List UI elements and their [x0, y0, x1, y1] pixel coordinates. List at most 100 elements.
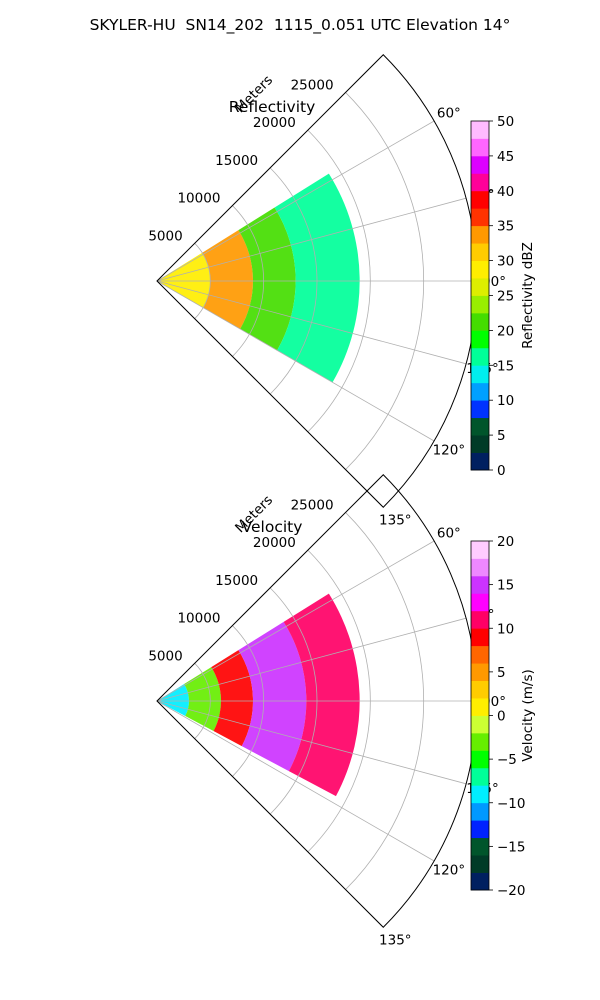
colorbar-segment: [471, 330, 489, 349]
colorbar-segment: [471, 558, 489, 577]
colorbar-segment: [471, 312, 489, 331]
colorbar-tick-label: −5: [497, 752, 517, 768]
colorbar-segment: [471, 452, 489, 471]
colorbar-segment: [471, 435, 489, 453]
colorbar-segment: [471, 260, 489, 279]
angle-tick-label: 120°: [433, 443, 466, 459]
colorbar-segment: [471, 872, 489, 891]
data-ring: [157, 684, 189, 717]
radial-tick-label: 5000: [148, 648, 182, 664]
colorbar-segment: [471, 138, 489, 157]
colorbar-segment: [471, 243, 489, 261]
colorbar-segment: [471, 680, 489, 699]
colorbar-tick-label: 0: [497, 709, 506, 725]
colorbar-segment: [471, 295, 489, 314]
colorbar-tick-label: −10: [497, 796, 526, 812]
colorbar-tick-label: 10: [497, 393, 514, 409]
colorbar-segment: [471, 645, 489, 664]
radial-tick-label: 25000: [291, 77, 334, 93]
angle-tick-label: 60°: [437, 106, 461, 122]
colorbar-segment: [471, 400, 489, 419]
colorbar-tick-label: −20: [497, 883, 526, 899]
colorbar-tick-label: 40: [497, 184, 514, 200]
colorbar-tick-label: 0: [497, 463, 506, 479]
grid-spoke: [156, 540, 435, 702]
grid-spoke: [156, 197, 467, 282]
colorbar-segment: [471, 382, 489, 401]
radial-tick-label: 15000: [215, 153, 258, 169]
colorbar-segment: [471, 767, 489, 786]
colorbar-tick-label: 30: [497, 254, 514, 270]
radial-tick-label: 5000: [148, 228, 182, 244]
colorbar-tick-label: 5: [497, 665, 506, 681]
colorbar-tick-label: 15: [497, 358, 514, 374]
data-ring: [202, 230, 254, 329]
grid-spoke: [156, 700, 435, 862]
colorbar-segment: [471, 173, 489, 192]
radial-tick-label: 15000: [215, 573, 258, 589]
colorbar-segment: [471, 541, 489, 559]
data-ring: [157, 252, 211, 308]
grid-spoke: [156, 617, 467, 702]
colorbar-tick-label: 50: [497, 114, 514, 130]
figure-title: SKYLER-HU SN14_202 1115_0.051 UTC Elevat…: [89, 16, 511, 34]
radar-panel-reflectivity: 60°75°90°105°120°135°5000100001500020000…: [148, 54, 536, 528]
colorbar-segment: [471, 278, 489, 296]
colorbar-tick-label: 35: [497, 219, 514, 235]
colorbar-segment: [471, 155, 489, 174]
colorbar-segment: [471, 121, 489, 139]
radial-tick-label: 10000: [177, 191, 220, 207]
grid-spoke: [156, 120, 435, 282]
colorbar-tick-label: 20: [497, 534, 514, 550]
colorbar-segment: [471, 610, 489, 629]
radial-tick-label: 20000: [253, 535, 296, 551]
colorbar-segment: [471, 628, 489, 647]
radial-tick-label: 10000: [177, 611, 220, 627]
colorbar-segment: [471, 417, 489, 436]
angle-tick-label: 60°: [437, 526, 461, 542]
colorbar-segment: [471, 208, 489, 227]
colorbar-segment: [471, 715, 489, 734]
colorbar-segment: [471, 575, 489, 594]
radial-tick-label: 20000: [253, 115, 296, 131]
colorbar-tick-label: 45: [497, 149, 514, 165]
radial-tick-label: 25000: [291, 497, 334, 513]
colorbar-segment: [471, 225, 489, 244]
colorbar-segment: [471, 837, 489, 856]
angle-tick-label: 135°: [379, 512, 412, 528]
colorbar-label: Reflectivity dBZ: [520, 242, 536, 349]
angle-tick-label: 120°: [433, 863, 466, 879]
data-ring: [211, 650, 254, 747]
colorbar-tick-label: 20: [497, 323, 514, 339]
colorbar-tick-label: −15: [497, 839, 526, 855]
colorbar-segment: [471, 593, 489, 612]
colorbar-tick-label: 5: [497, 428, 506, 444]
colorbar-tick-label: 10: [497, 621, 514, 637]
colorbar-segment: [471, 855, 489, 873]
panel-title: Velocity: [242, 518, 303, 536]
colorbar-segment: [471, 785, 489, 804]
colorbar-label: Velocity (m/s): [520, 669, 536, 762]
angle-tick-label: 135°: [379, 932, 412, 948]
colorbar-segment: [471, 347, 489, 366]
grid-spoke: [156, 280, 435, 442]
colorbar-segment: [471, 698, 489, 716]
colorbar-segment: [471, 820, 489, 839]
colorbar-segment: [471, 190, 489, 209]
grid-spoke: [156, 700, 467, 785]
colorbar-tick-label: 25: [497, 289, 514, 305]
data-ring: [184, 667, 222, 732]
colorbar-segment: [471, 663, 489, 681]
colorbar: 0 5 10 15 20 25 30 35 40 45 50 Reflectivity dBZ: [470, 114, 536, 479]
colorbar-segment: [471, 802, 489, 821]
colorbar-segment: [471, 732, 489, 751]
radar-panel-velocity: 60°75°90°105°120°135°5000100001500020000…: [148, 474, 536, 948]
grid-spoke: [156, 280, 467, 365]
panel-title: Reflectivity: [229, 98, 316, 116]
colorbar: −20 −15 −10 −5 0 5 10 15 20 Velocity (m/s): [470, 534, 536, 899]
data-ring: [283, 593, 360, 797]
colorbar-tick-label: 15: [497, 578, 514, 594]
colorbar-segment: [471, 365, 489, 384]
colorbar-segment: [471, 750, 489, 769]
